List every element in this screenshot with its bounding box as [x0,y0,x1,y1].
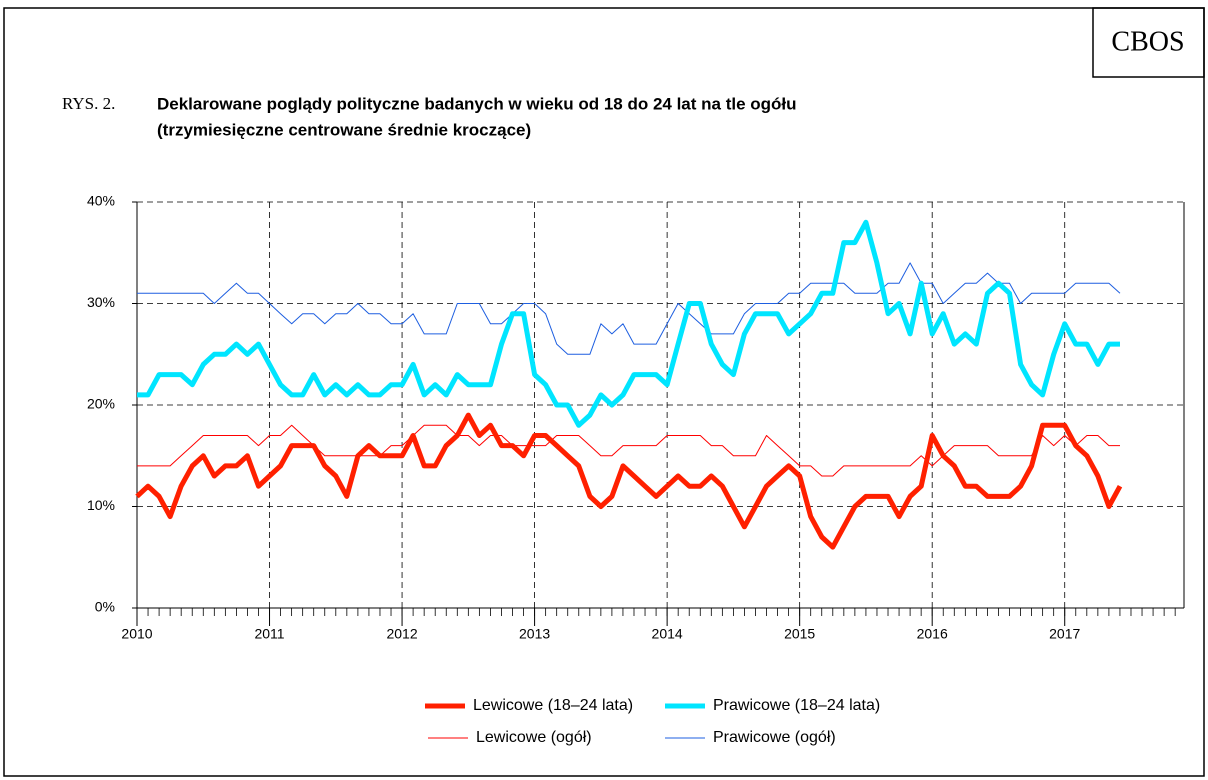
page-frame [3,7,1205,777]
y-tick-label: 20% [87,396,115,412]
y-tick-label: 30% [87,294,115,310]
figure-title: Deklarowane poglądy polityczne badanych … [157,94,797,113]
y-tick-label: 0% [95,599,115,615]
series-line [135,412,1123,550]
x-tick-label: 2017 [1049,626,1080,642]
y-tick-label: 40% [87,193,115,209]
legend-label: Lewicowe (ogół) [476,729,592,746]
x-tick-label: 2010 [121,626,152,642]
x-tick-label: 2011 [254,626,284,642]
logo-box [1092,7,1205,78]
x-tick-label: 2012 [386,626,417,642]
logo: CBOS [1111,26,1184,57]
legend-label: Lewicowe (18–24 lata) [473,697,633,714]
series-line [137,219,1120,428]
x-tick-label: 2016 [917,626,948,642]
y-tick-label: 10% [87,497,115,513]
figure-number: RYS. 2. [62,94,115,113]
x-tick-label: 2014 [652,626,683,642]
figure-subtitle: (trzymiesięczne centrowane średnie krocz… [157,120,531,139]
legend-label: Prawicowe (ogół) [713,729,836,746]
legend-label: Prawicowe (18–24 lata) [713,697,880,714]
series-line [137,262,1121,355]
x-tick-label: 2013 [519,626,550,642]
x-tick-label: 2015 [784,626,815,642]
series-line [137,424,1120,477]
